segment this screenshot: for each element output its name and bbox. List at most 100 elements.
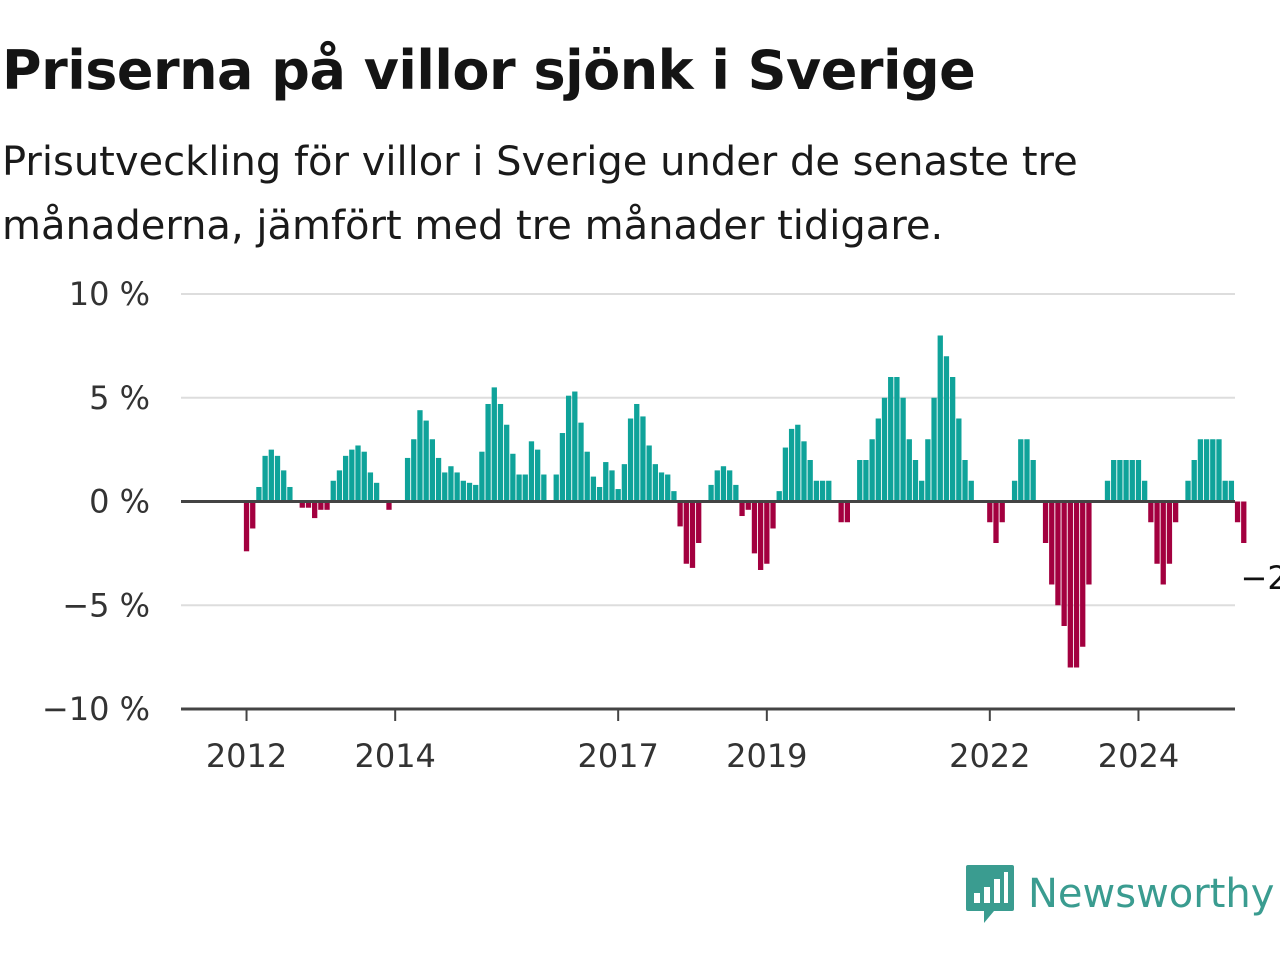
data-bar <box>788 428 795 502</box>
data-bar <box>386 501 392 510</box>
bars <box>243 335 1247 668</box>
data-bar <box>757 501 764 570</box>
data-bar <box>497 403 504 502</box>
data-bar <box>863 460 869 502</box>
data-bar <box>1185 480 1191 502</box>
data-bar <box>906 439 912 502</box>
data-bar <box>1049 501 1055 585</box>
data-bar <box>1123 460 1129 502</box>
data-bar <box>1104 480 1111 502</box>
data-bar <box>361 451 367 502</box>
data-bar <box>479 451 485 502</box>
data-bar <box>590 476 597 502</box>
data-bar <box>522 474 528 502</box>
data-bar <box>739 501 745 517</box>
data-bar <box>1172 501 1179 523</box>
data-bar <box>888 377 894 502</box>
data-bar <box>683 501 689 564</box>
y-tick-label: −10 % <box>42 690 150 728</box>
data-bar <box>516 474 522 502</box>
data-bar <box>565 395 572 502</box>
data-bar <box>950 377 956 502</box>
data-bar <box>404 457 411 502</box>
data-bar <box>999 501 1005 523</box>
data-bar <box>324 501 330 510</box>
data-bar <box>553 474 559 502</box>
data-bar <box>256 486 262 502</box>
data-bar <box>708 484 714 502</box>
data-bar <box>956 418 962 502</box>
data-bar <box>603 462 609 502</box>
data-bar <box>993 501 999 543</box>
data-bar <box>1222 480 1228 502</box>
data-bar <box>535 449 541 502</box>
latest-value-label: −2 % <box>1241 559 1280 597</box>
data-bar <box>1197 439 1204 502</box>
data-bar <box>751 501 758 554</box>
data-bar <box>342 455 349 502</box>
data-bar <box>819 480 826 502</box>
data-bar <box>584 451 590 502</box>
data-bar <box>411 439 417 502</box>
data-bar <box>1241 501 1247 543</box>
data-bar <box>1203 439 1210 502</box>
newsworthy-brand: Newsworthy <box>964 862 1274 926</box>
data-bar <box>714 470 720 502</box>
data-bar <box>677 501 683 527</box>
data-bar <box>745 501 751 510</box>
data-bar <box>504 424 510 502</box>
data-bar <box>1073 501 1080 668</box>
data-bar <box>881 397 888 502</box>
data-bar <box>987 501 993 523</box>
data-bar <box>336 470 343 502</box>
data-bar <box>429 439 435 502</box>
data-bar <box>281 470 287 502</box>
data-bar <box>1117 460 1123 502</box>
data-bar <box>1030 460 1036 502</box>
data-bar <box>727 470 733 502</box>
data-bar <box>1160 501 1166 585</box>
data-bar <box>423 420 429 502</box>
data-bar <box>665 474 671 502</box>
chart-title: Priserna på villor sjönk i Sverige <box>2 39 976 102</box>
data-bar <box>1111 460 1117 502</box>
data-bar <box>615 489 621 502</box>
data-bar <box>318 501 324 510</box>
data-bar <box>968 480 974 502</box>
data-bar <box>1154 501 1160 564</box>
data-bar <box>578 422 584 502</box>
data-bar <box>1042 501 1049 543</box>
data-bar <box>813 480 820 502</box>
data-bar <box>1018 439 1024 502</box>
data-bar <box>770 501 776 529</box>
data-bar <box>466 482 473 502</box>
data-bar <box>572 391 578 502</box>
data-bar <box>417 410 423 502</box>
data-bar <box>1166 501 1173 564</box>
data-bar <box>243 501 250 552</box>
data-bar <box>764 501 770 564</box>
data-bar <box>367 472 374 502</box>
data-bar <box>919 480 925 502</box>
y-tick-label: 10 % <box>69 275 150 313</box>
data-bar <box>658 472 665 502</box>
x-tick-label: 2017 <box>577 737 658 775</box>
data-bar <box>652 464 658 502</box>
data-bar <box>287 486 293 502</box>
data-bar <box>491 387 497 502</box>
data-bar <box>454 472 460 502</box>
data-bar <box>1234 501 1241 523</box>
data-bar <box>671 491 677 502</box>
data-bar <box>1129 460 1135 502</box>
x-tick-label: 2019 <box>726 737 807 775</box>
data-bar <box>250 501 256 529</box>
data-bar <box>869 439 875 502</box>
data-bar <box>1228 480 1235 502</box>
data-bar <box>1067 501 1073 668</box>
data-bar <box>894 377 900 502</box>
data-bar <box>937 335 943 502</box>
data-bar <box>943 356 950 502</box>
y-tick-label: 5 % <box>89 379 150 417</box>
data-bar <box>1061 501 1067 626</box>
